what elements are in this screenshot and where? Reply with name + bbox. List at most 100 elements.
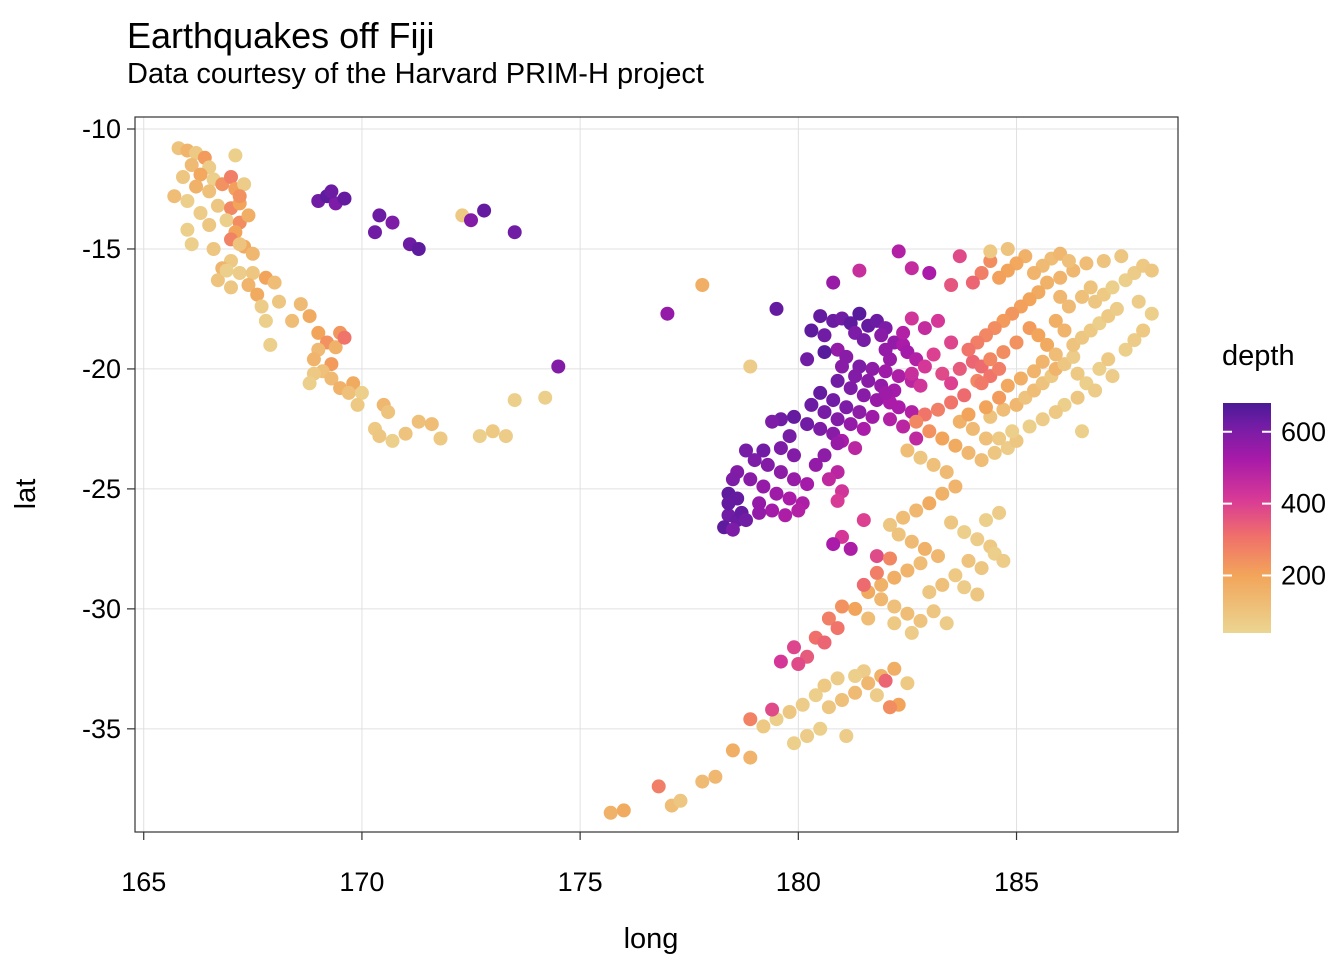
- data-point: [464, 213, 478, 228]
- data-point: [913, 378, 928, 393]
- data-point: [424, 417, 439, 432]
- data-point: [1105, 369, 1120, 384]
- data-point: [830, 621, 845, 636]
- data-point: [250, 287, 265, 302]
- data-point: [1114, 249, 1129, 264]
- data-point: [948, 568, 963, 583]
- data-point: [900, 676, 915, 691]
- data-point: [245, 246, 260, 261]
- data-point: [970, 587, 985, 602]
- data-point: [856, 388, 871, 403]
- data-point: [913, 450, 928, 465]
- data-point: [922, 266, 937, 280]
- data-point: [311, 325, 326, 340]
- data-point: [743, 712, 758, 727]
- data-point: [372, 429, 387, 444]
- data-point: [769, 486, 784, 501]
- y-tick-label: -20: [82, 354, 121, 384]
- data-point: [219, 263, 234, 278]
- x-tick-label: 175: [558, 867, 603, 897]
- data-point: [551, 359, 566, 374]
- data-point: [861, 373, 876, 388]
- data-point: [974, 561, 989, 576]
- data-point: [1053, 289, 1068, 304]
- legend-colorbar: [1223, 403, 1271, 633]
- data-point: [913, 613, 928, 628]
- data-point: [184, 237, 199, 252]
- data-point: [752, 505, 767, 520]
- data-point: [324, 184, 339, 199]
- data-point: [808, 688, 823, 703]
- data-point: [1048, 347, 1063, 362]
- data-point: [804, 397, 819, 412]
- data-point: [974, 266, 989, 280]
- data-point: [184, 158, 199, 172]
- data-point: [1027, 266, 1041, 280]
- data-point: [961, 553, 976, 568]
- data-point: [302, 309, 317, 324]
- data-point: [983, 352, 998, 367]
- data-point: [800, 477, 815, 492]
- data-point: [813, 385, 828, 400]
- x-tick-label: 180: [776, 867, 821, 897]
- data-point: [1144, 306, 1159, 321]
- data-point: [948, 438, 963, 453]
- data-point: [992, 431, 1007, 446]
- data-point: [254, 299, 269, 314]
- data-point: [878, 342, 893, 357]
- data-point: [1088, 383, 1103, 398]
- data-point: [747, 453, 762, 468]
- data-point: [232, 237, 247, 252]
- data-point: [1070, 366, 1085, 381]
- data-point: [935, 486, 950, 501]
- data-point: [324, 371, 339, 386]
- data-point: [167, 189, 182, 204]
- data-point: [830, 671, 845, 686]
- y-axis-title: lat: [10, 479, 42, 510]
- data-point: [856, 513, 871, 528]
- data-point: [983, 254, 998, 268]
- data-point: [800, 417, 815, 432]
- data-point: [1101, 352, 1116, 367]
- data-point: [224, 280, 238, 295]
- data-point: [1000, 378, 1015, 393]
- data-point: [821, 611, 836, 626]
- data-point: [411, 414, 426, 429]
- legend-title: depth: [1222, 340, 1295, 372]
- data-point: [944, 376, 959, 391]
- data-point: [926, 457, 941, 472]
- data-point: [202, 184, 217, 199]
- data-point: [848, 369, 863, 384]
- data-point: [887, 661, 902, 676]
- data-point: [1092, 361, 1107, 376]
- data-point: [237, 177, 252, 192]
- data-point: [756, 443, 771, 458]
- data-point: [660, 306, 675, 321]
- data-point: [1083, 280, 1098, 295]
- data-point: [302, 376, 317, 391]
- data-point: [887, 570, 902, 585]
- data-point: [293, 297, 308, 312]
- data-point: [1070, 390, 1085, 405]
- x-tick-label: 170: [339, 867, 384, 897]
- data-point: [477, 203, 492, 218]
- data-point: [180, 194, 195, 208]
- data-point: [957, 388, 972, 403]
- data-point: [202, 218, 217, 232]
- data-point: [782, 429, 797, 444]
- data-point: [979, 513, 993, 528]
- legend-tick-label: 600: [1281, 417, 1326, 447]
- data-point: [965, 275, 980, 290]
- data-point: [961, 445, 976, 460]
- data-point: [765, 503, 780, 518]
- data-point: [817, 635, 832, 650]
- data-point: [891, 400, 906, 415]
- data-point: [904, 534, 919, 549]
- data-point: [887, 616, 902, 631]
- data-point: [193, 167, 208, 182]
- data-point: [725, 472, 740, 487]
- data-point: [1048, 405, 1063, 420]
- data-point: [970, 532, 985, 547]
- data-point: [232, 266, 247, 280]
- data-point: [909, 414, 924, 429]
